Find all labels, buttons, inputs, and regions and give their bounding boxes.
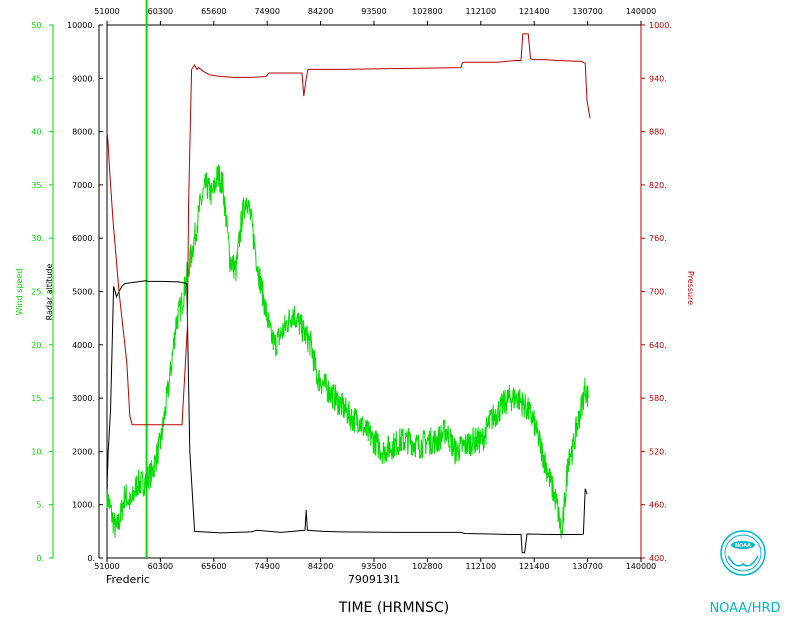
- wind-tick-label: 10.: [31, 447, 44, 456]
- altitude-tick-label: 2000.: [72, 447, 95, 456]
- x-tick-label: 130700: [572, 562, 603, 571]
- altitude-tick-label: 0.: [87, 554, 95, 563]
- altitude-tick-label: 6000.: [72, 234, 95, 243]
- pressure-tick-label: 1000.: [649, 21, 672, 30]
- x-tick-label: 140000: [626, 7, 657, 16]
- x-tick-label: 93500: [361, 562, 386, 571]
- pressure-tick-label: 820.: [649, 181, 667, 190]
- pressure-tick-label: 460.: [649, 501, 667, 510]
- pressure-tick-label: 700.: [649, 288, 667, 297]
- x-tick-label: 140000: [626, 562, 657, 571]
- pressure-tick-label: 400.: [649, 554, 667, 563]
- x-tick-label: 102800: [412, 562, 443, 571]
- altitude-tick-label: 3000.: [72, 394, 95, 403]
- x-tick-label: 65600: [201, 7, 226, 16]
- x-tick-label: 102800: [412, 7, 443, 16]
- altitude-axis-ticks: 0. 1000. 2000. 3000. 4000. 5000. 6000. 7000. 800…: [67, 21, 103, 563]
- x-tick-label: 74900: [254, 562, 279, 571]
- altitude-axis-title: Radar altitude: [45, 264, 54, 321]
- wind-tick-label: 15.: [31, 394, 44, 403]
- wind-tick-label: 25.: [31, 288, 44, 297]
- storm-name: Frederic: [106, 573, 150, 586]
- altitude-tick-label: 7000.: [72, 181, 95, 190]
- altitude-tick-label: 10000.: [67, 21, 95, 30]
- pressure-axis-title: Pressure: [686, 271, 695, 305]
- pressure-tick-label: 940.: [649, 74, 667, 83]
- wind-tick-label: 5.: [36, 501, 44, 510]
- flight-id: 790913I1: [348, 573, 400, 586]
- series-group: [106, 33, 591, 554]
- x-axis-title: TIME (HRMNSC): [338, 600, 449, 616]
- pressure-axis-ticks: 400. 460. 520. 580. 640. 700. 760. 820. 880. 940.…: [641, 21, 672, 563]
- pressure-series-line: [106, 33, 591, 426]
- wind-tick-label: 0.: [36, 554, 44, 563]
- pressure-tick-label: 760.: [649, 234, 667, 243]
- wind-tick-label: 45.: [31, 74, 44, 83]
- x-tick-label: 60300: [148, 7, 173, 16]
- x-tick-label: 112100: [466, 562, 497, 571]
- pressure-tick-label: 580.: [649, 394, 667, 403]
- altitude-tick-label: 9000.: [72, 74, 95, 83]
- x-tick-label: 121400: [519, 562, 550, 571]
- x-tick-label: 121400: [519, 7, 550, 16]
- altitude-tick-label: 4000.: [72, 341, 95, 350]
- x-tick-label: 60300: [148, 562, 173, 571]
- noaa-logo: NOAA: [720, 530, 766, 576]
- x-tick-label: 74900: [254, 7, 279, 16]
- pressure-tick-label: 640.: [649, 341, 667, 350]
- x-tick-label: 93500: [361, 7, 386, 16]
- altitude-tick-label: 8000.: [72, 128, 95, 137]
- wind-axis-ticks: 0. 5. 10. 15. 20. 25. 30. 35. 40. 45. 50.: [31, 21, 53, 563]
- wind-tick-label: 20.: [31, 341, 44, 350]
- credit-text: NOAA/HRD: [709, 601, 780, 616]
- altitude-tick-label: 5000.: [72, 288, 95, 297]
- svg-text:NOAA: NOAA: [735, 543, 751, 549]
- wind-tick-label: 30.: [31, 234, 44, 243]
- altitude-tick-label: 1000.: [72, 501, 95, 510]
- wind-series-line: [106, 164, 589, 539]
- x-axis-top-ticks: 51000 60300 65600 74900 84200 93500 102800 1121…: [94, 7, 656, 25]
- pressure-tick-label: 880.: [649, 128, 667, 137]
- wind-tick-label: 50.: [31, 21, 44, 30]
- x-tick-label: 130700: [572, 7, 603, 16]
- x-tick-label: 65600: [201, 562, 226, 571]
- altitude-series-line: [106, 280, 588, 554]
- wind-axis-title: Wind speed: [15, 269, 24, 316]
- pressure-tick-label: 520.: [649, 447, 667, 456]
- x-tick-label: 51000: [94, 7, 119, 16]
- wind-tick-label: 35.: [31, 181, 44, 190]
- wind-tick-label: 40.: [31, 128, 44, 137]
- x-tick-label: 84200: [308, 562, 333, 571]
- x-axis-bottom-ticks: 51000 60300 65600 74900 84200 93500 102800 1121…: [94, 558, 656, 571]
- x-tick-label: 51000: [94, 562, 119, 571]
- x-tick-label: 84200: [308, 7, 333, 16]
- x-tick-label: 112100: [466, 7, 497, 16]
